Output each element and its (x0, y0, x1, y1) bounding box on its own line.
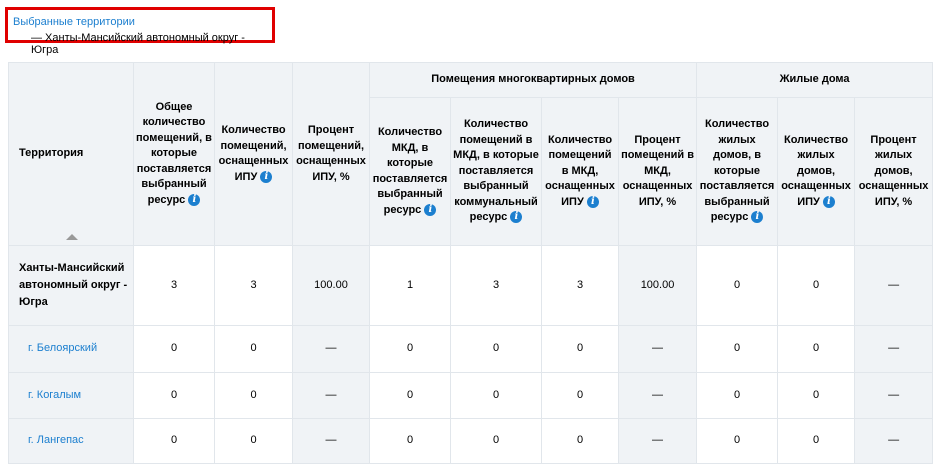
value-cell: 0 (696, 372, 779, 419)
value-cell: 0 (696, 245, 779, 326)
column-header: Процент помещений в МКД, оснащенных ИПУ,… (617, 97, 698, 246)
value-cell: 0 (777, 418, 856, 464)
value-cell: 100.00 (617, 245, 698, 326)
value-cell: 3 (214, 245, 293, 326)
column-header: Количество помещений в МКД, в которые по… (450, 97, 542, 246)
column-header-territory[interactable]: Территория (8, 62, 134, 246)
value-cell: 0 (450, 325, 542, 373)
value-cell: 1 (369, 245, 451, 326)
info-icon[interactable]: i (586, 195, 599, 208)
value-cell: 100.00 (292, 245, 370, 326)
group-header-houses: Жилые дома (696, 62, 934, 98)
column-header: Процент жилых домов, оснащенных ИПУ, % (854, 97, 934, 246)
territory-link[interactable]: г. Лангепас (28, 434, 84, 447)
sort-asc-icon[interactable] (66, 234, 78, 240)
value-cell: 0 (214, 418, 293, 464)
value-cell: 0 (541, 418, 619, 464)
value-cell: 0 (777, 245, 856, 326)
territory-cell: г. Лангепас (8, 418, 134, 464)
info-icon[interactable]: i (822, 195, 835, 208)
territory-cell: г. Белоярский (8, 325, 134, 373)
table-row: г. Белоярский 0 0—0 0 0—0 0— (8, 325, 934, 373)
column-header: Количество жилых домов, в которые постав… (696, 97, 779, 246)
value-cell: 0 (777, 325, 856, 373)
column-header: Количество жилых домов, оснащенных ИПУ i (777, 97, 856, 246)
table-row: г. Когалым 0 0—0 0 0—0 0— (8, 372, 934, 419)
value-cell: 3 (541, 245, 619, 326)
value-cell: 0 (450, 418, 542, 464)
selected-territory: — Ханты-Мансийский автономный округ - Юг… (31, 32, 245, 56)
value-cell: 0 (450, 372, 542, 419)
value-cell: 0 (133, 325, 215, 373)
value-cell: 3 (450, 245, 542, 326)
value-cell: — (292, 418, 370, 464)
value-cell: — (617, 418, 698, 464)
territory-header-label: Территория (19, 147, 84, 160)
value-cell: 0 (133, 418, 215, 464)
value-cell: 0 (133, 372, 215, 419)
value-cell: — (292, 372, 370, 419)
column-header: Количество помещений, оснащенных ИПУ i (214, 62, 293, 246)
column-header: Количество помещений в МКД, оснащенных И… (541, 97, 619, 246)
info-icon[interactable]: i (188, 193, 201, 206)
value-cell: 0 (369, 372, 451, 419)
info-icon[interactable]: i (751, 211, 764, 224)
value-cell: — (854, 418, 934, 464)
column-header: Процент помещений, оснащенных ИПУ, % (292, 62, 370, 246)
territory-link[interactable]: г. Белоярский (28, 342, 98, 355)
value-cell: — (854, 372, 934, 419)
value-cell: — (292, 325, 370, 373)
table-row: Ханты-Мансийский автономный округ - Югра… (8, 245, 934, 326)
value-cell: — (854, 245, 934, 326)
info-icon[interactable]: i (260, 170, 273, 183)
column-header: Общее количество помещений, в которые по… (133, 62, 215, 246)
territory-table: Территория Общее количество помещений, в… (8, 62, 934, 464)
value-cell: — (617, 325, 698, 373)
value-cell: 3 (133, 245, 215, 326)
territory-link[interactable]: г. Когалым (28, 388, 82, 401)
value-cell: — (617, 372, 698, 419)
value-cell: 0 (777, 372, 856, 419)
column-header: Количество МКД, в которые поставляется в… (369, 97, 451, 246)
value-cell: 0 (214, 325, 293, 373)
value-cell: 0 (369, 325, 451, 373)
territory-cell: г. Когалым (8, 372, 134, 419)
value-cell: 0 (696, 418, 779, 464)
value-cell: 0 (541, 372, 619, 419)
group-header-mkd: Помещения многоквартирных домов (368, 62, 698, 98)
territory-cell: Ханты-Мансийский автономный округ - Югра (8, 245, 134, 326)
table-row: г. Лангепас 0 0—0 0 0—0 0— (8, 418, 934, 464)
value-cell: 0 (369, 418, 451, 464)
info-icon[interactable]: i (510, 211, 523, 224)
value-cell: — (854, 325, 934, 373)
value-cell: 0 (541, 325, 619, 373)
info-icon[interactable]: i (424, 203, 437, 216)
selected-territories-link[interactable]: Выбранные территории (13, 16, 135, 28)
value-cell: 0 (214, 372, 293, 419)
value-cell: 0 (696, 325, 779, 373)
selected-territories-box: Выбранные территории — Ханты-Мансийский … (5, 7, 275, 56)
